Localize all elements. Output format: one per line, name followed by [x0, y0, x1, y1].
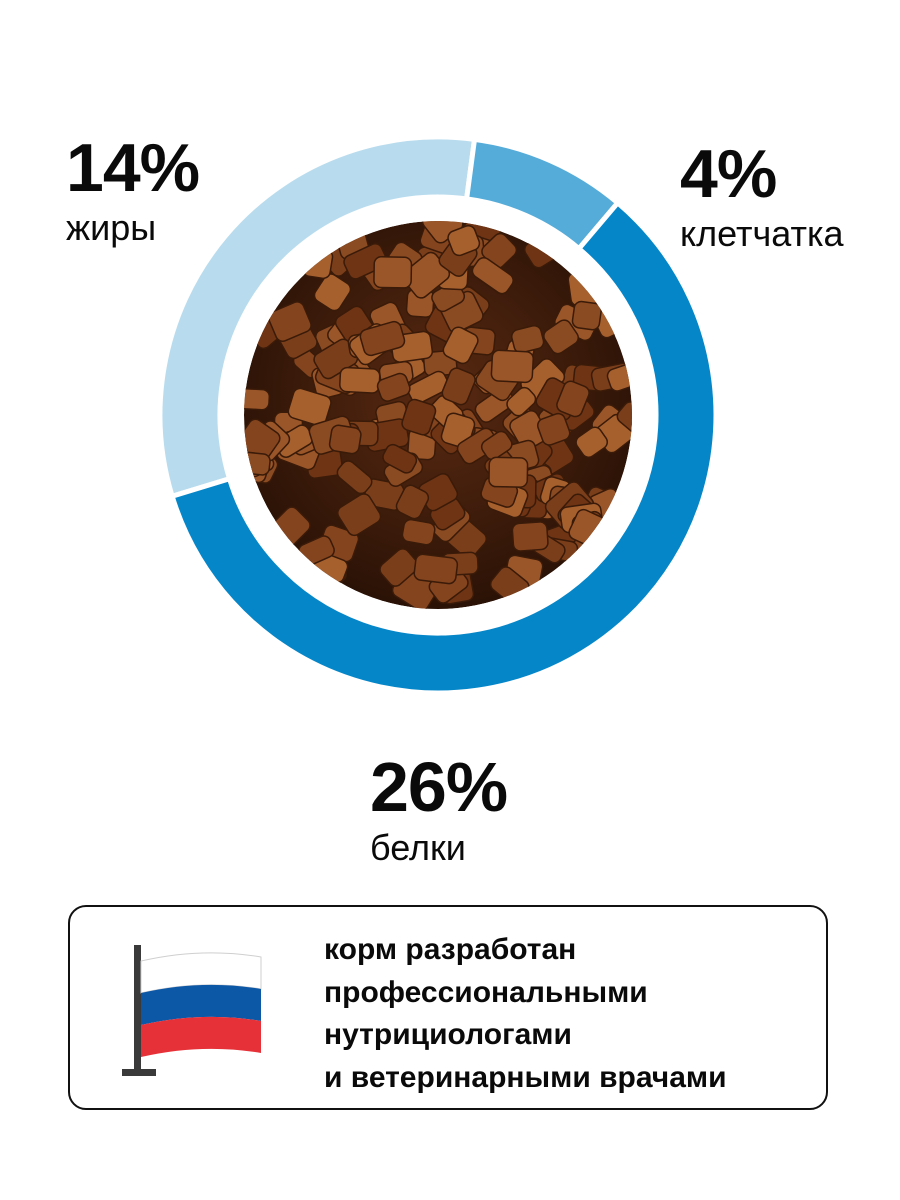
- russian-flag-icon: [120, 943, 270, 1088]
- fat-percent: 14%: [66, 130, 200, 206]
- info-line-2: профессиональными: [324, 975, 648, 1009]
- protein-percent: 26%: [370, 748, 508, 826]
- info-line-4: и ветеринарными врачами: [324, 1060, 727, 1094]
- protein-name: белки: [370, 827, 466, 868]
- fiber-label: 4% клетчатка: [680, 140, 844, 254]
- fiber-percent: 4%: [680, 136, 777, 212]
- info-line-1: корм разработан: [324, 933, 577, 966]
- fiber-name: клетчатка: [680, 213, 844, 254]
- fat-label: 14% жиры: [66, 130, 200, 248]
- info-card: корм разработан профессиональными нутриц…: [68, 905, 828, 1110]
- protein-slice: [169, 199, 719, 696]
- kibble-photo: [244, 221, 632, 609]
- info-line-3: нутрициологами: [324, 1018, 572, 1052]
- fat-name: жиры: [66, 207, 157, 248]
- info-text: корм разработан профессиональными нутриц…: [324, 929, 727, 1099]
- protein-label: 26% белки: [370, 748, 508, 868]
- nutrient-donut-chart: [157, 134, 719, 696]
- donut-slices: [157, 134, 719, 696]
